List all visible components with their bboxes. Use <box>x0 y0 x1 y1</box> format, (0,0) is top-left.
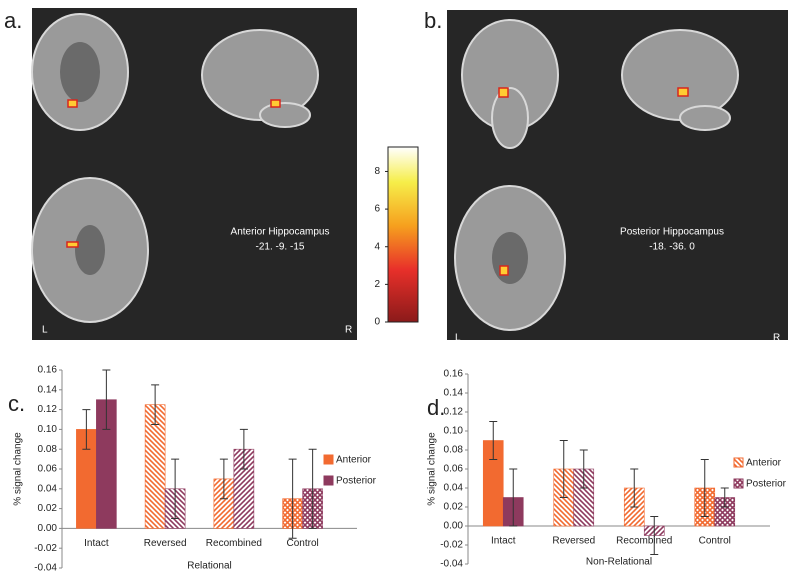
activation <box>270 99 281 108</box>
legend-swatch <box>733 478 744 489</box>
error-bar <box>509 468 518 527</box>
x-tick-label: Control <box>287 538 319 549</box>
activation <box>67 99 78 108</box>
colorbar-tick-label: 6 <box>374 204 380 215</box>
x-tick-label: Recombined <box>616 536 672 547</box>
colorbar-tick-label: 4 <box>374 241 380 252</box>
legend-label: Posterior <box>746 479 787 490</box>
y-tick-label: 0.10 <box>444 426 464 437</box>
y-tick-label: 0.02 <box>444 502 464 513</box>
y-tick-label: 0.12 <box>444 407 464 418</box>
y-axis-title: % signal change <box>13 432 24 506</box>
y-tick-label: -0.02 <box>34 543 57 554</box>
legend-swatch <box>733 457 744 468</box>
ventricles <box>492 232 528 284</box>
x-axis-title: Relational <box>187 561 231 572</box>
x-tick-label: Recombined <box>206 538 262 549</box>
region-name: Posterior Hippocampus <box>620 227 724 238</box>
error-bar <box>559 440 568 498</box>
error-bar <box>82 409 91 450</box>
x-tick-label: Control <box>699 536 731 547</box>
y-tick-label: 0.08 <box>38 444 58 455</box>
error-bar <box>102 369 111 430</box>
right-marker: R <box>345 325 352 336</box>
right-marker: R <box>773 333 780 344</box>
error-bar <box>171 458 180 519</box>
x-tick-label: Intact <box>84 538 109 549</box>
panel-label: d. <box>427 395 445 420</box>
legend-label: Anterior <box>336 455 372 466</box>
y-tick-label: 0.12 <box>38 404 58 415</box>
x-tick-label: Intact <box>491 536 516 547</box>
error-bar <box>219 458 228 500</box>
activation <box>677 87 689 97</box>
sagittal-slice <box>621 29 739 121</box>
y-tick-label: 0.14 <box>38 384 58 395</box>
colorbar-tick-label: 8 <box>374 166 380 177</box>
y-tick-label: -0.02 <box>440 540 463 551</box>
y-tick-label: 0.14 <box>444 388 464 399</box>
error-bar <box>579 449 588 489</box>
y-tick-label: 0.10 <box>38 424 58 435</box>
y-tick-label: 0.06 <box>444 464 464 475</box>
sagittal-slice <box>201 29 319 121</box>
cerebellum <box>679 105 731 131</box>
left-marker: L <box>455 333 461 344</box>
x-tick-label: Reversed <box>144 538 187 549</box>
activation <box>66 241 79 248</box>
y-tick-label: 0.08 <box>444 445 464 456</box>
panel-label: c. <box>8 391 25 416</box>
ventricles <box>60 42 100 102</box>
region-name: Anterior Hippocampus <box>231 227 330 238</box>
cerebellum <box>259 102 311 128</box>
error-bar <box>650 516 659 555</box>
activation <box>498 87 509 98</box>
error-bar <box>308 448 317 529</box>
legend-swatch <box>323 475 334 486</box>
y-tick-label: 0.04 <box>38 483 58 494</box>
colorbar-tick-label: 2 <box>374 279 380 290</box>
x-axis-title: Non-Relational <box>586 557 652 568</box>
left-marker: L <box>42 325 48 336</box>
y-tick-label: -0.04 <box>34 563 57 574</box>
panel-b: Posterior Hippocampus -18. -36. 0 L R b. <box>424 8 788 344</box>
y-tick-label: 0.02 <box>38 503 58 514</box>
y-tick-label: 0.16 <box>38 365 58 376</box>
panel-label: a. <box>4 8 22 33</box>
legend-swatch <box>323 454 334 465</box>
legend-label: Anterior <box>746 458 782 469</box>
midbrain <box>75 225 105 275</box>
error-bar <box>239 428 248 470</box>
y-tick-label: 0.00 <box>444 521 464 532</box>
y-tick-label: 0.00 <box>38 523 58 534</box>
y-tick-label: 0.16 <box>444 369 464 380</box>
activation <box>499 265 509 276</box>
coordinates: -18. -36. 0 <box>649 242 695 253</box>
y-tick-label: -0.04 <box>440 559 463 570</box>
brainstem <box>491 87 529 149</box>
error-bar <box>288 458 297 539</box>
error-bar <box>700 459 709 517</box>
colorbar <box>387 146 419 323</box>
legend-label: Posterior <box>336 476 377 487</box>
y-tick-label: 0.06 <box>38 464 58 475</box>
colorbar-tick-label: 0 <box>374 317 380 328</box>
y-axis-title: % signal change <box>427 432 438 506</box>
error-bar <box>630 468 639 508</box>
error-bar <box>720 487 729 508</box>
x-tick-label: Reversed <box>552 536 595 547</box>
coordinates: -21. -9. -15 <box>256 242 305 253</box>
error-bar <box>489 421 498 460</box>
error-bar <box>151 384 160 425</box>
y-tick-label: 0.04 <box>444 483 464 494</box>
panel-a: Anterior Hippocampus -21. -9. -15 L R a. <box>4 8 357 340</box>
panel-label: b. <box>424 8 442 33</box>
